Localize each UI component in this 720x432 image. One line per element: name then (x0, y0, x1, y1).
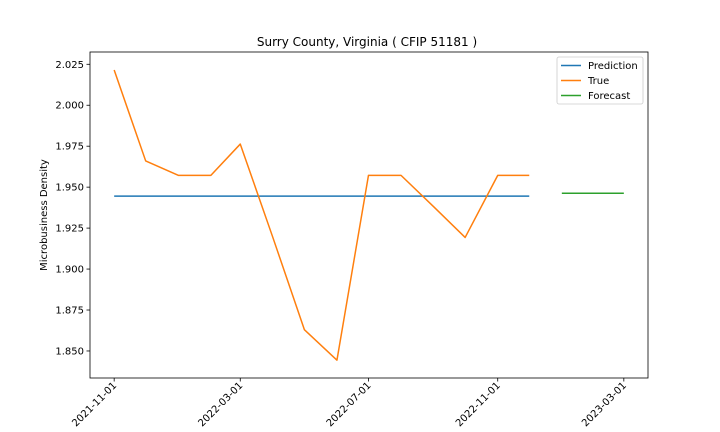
legend-label-true: True (587, 76, 609, 87)
y-tick-label: 1.875 (55, 306, 84, 317)
y-tick-label: 1.900 (55, 265, 84, 276)
series-line-true (113, 69, 530, 361)
y-tick-label: 1.950 (55, 183, 84, 194)
chart-title: Surry County, Virginia ( CFIP 51181 ) (257, 35, 477, 49)
y-axis-label: Microbusiness Density (39, 159, 50, 271)
legend-label-prediction: Prediction (588, 61, 638, 72)
legend: Prediction True Forecast (556, 56, 644, 105)
plot-frame (89, 51, 649, 379)
y-tick-label: 1.925 (55, 224, 84, 235)
legend-label-forecast: Forecast (588, 91, 630, 102)
legend-box (556, 56, 644, 105)
y-tick-label: 2.000 (55, 101, 84, 112)
y-tick-label: 1.850 (55, 346, 84, 357)
y-tick-label: 2.025 (55, 60, 84, 71)
y-tick-label: 1.975 (55, 142, 84, 153)
